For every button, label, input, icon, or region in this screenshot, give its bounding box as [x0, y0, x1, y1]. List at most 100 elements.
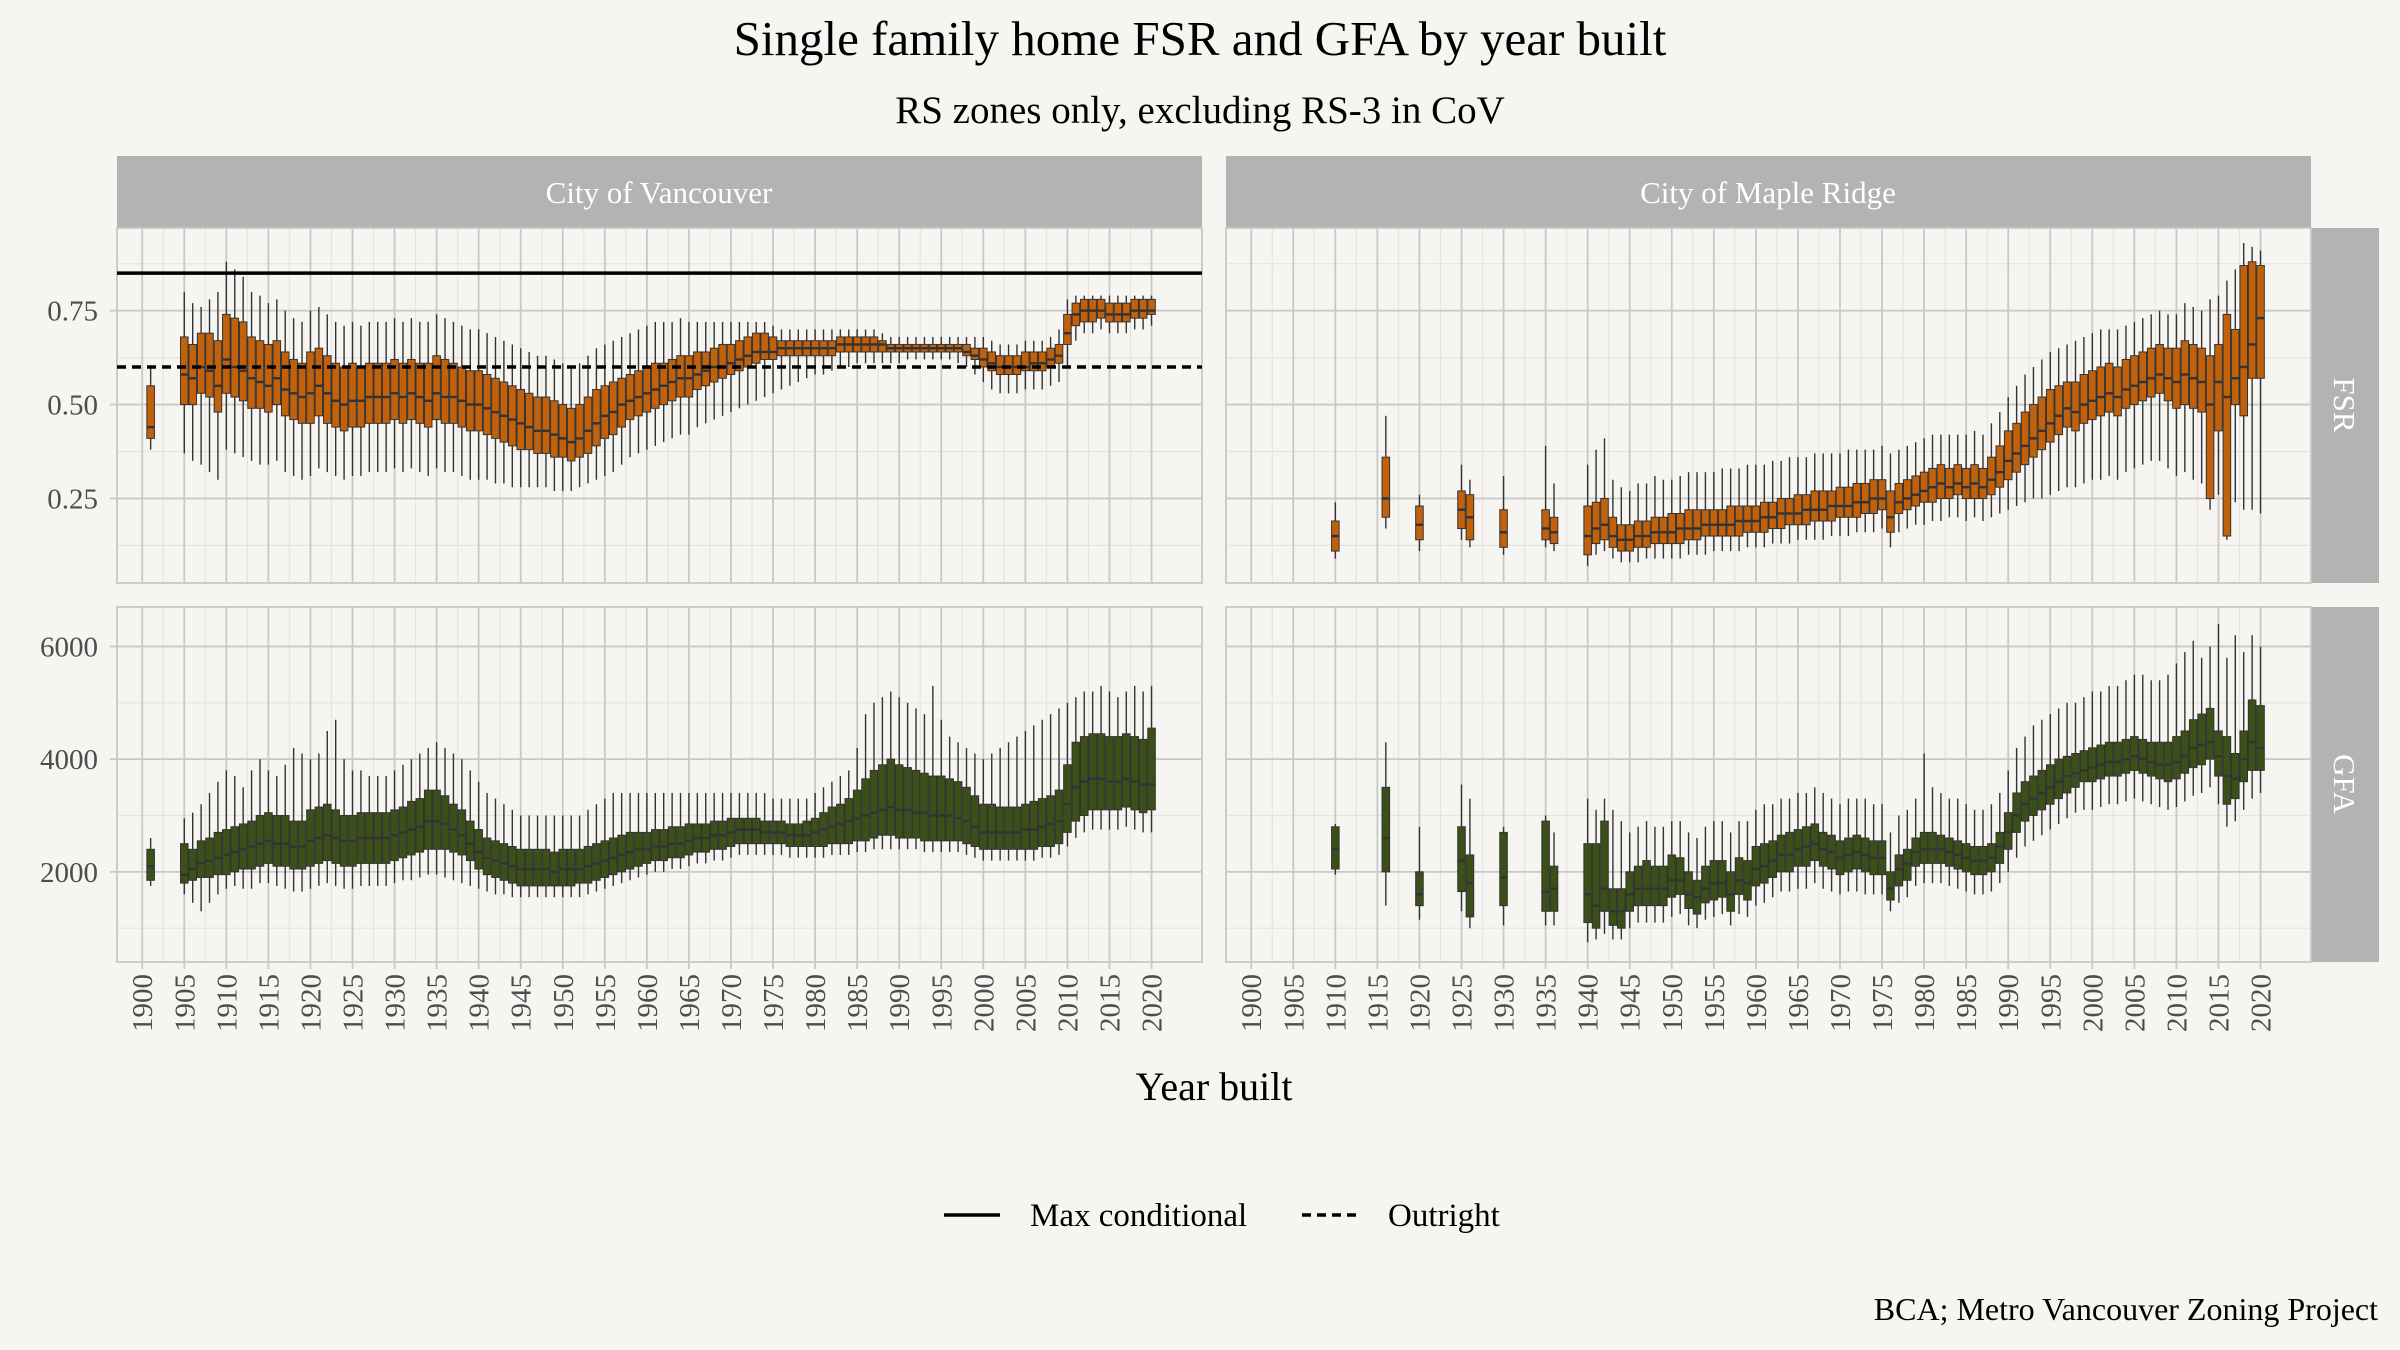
box — [1617, 524, 1626, 552]
box — [188, 848, 197, 881]
legend: Max conditional Outright — [944, 1198, 1500, 1234]
box — [2121, 358, 2131, 409]
x-tick-label: 1950 — [1657, 974, 1689, 1032]
box — [1063, 313, 1072, 345]
box — [987, 803, 997, 850]
box — [2256, 705, 2265, 771]
box — [735, 817, 744, 845]
box — [1768, 501, 1777, 530]
box — [1625, 524, 1635, 552]
box — [592, 389, 601, 447]
box — [1717, 860, 1727, 898]
box — [1987, 456, 1996, 496]
box — [264, 812, 273, 864]
y-tick-label: 2000 — [40, 857, 98, 889]
box — [289, 820, 298, 870]
box — [735, 340, 744, 372]
box — [516, 848, 526, 887]
box — [205, 837, 214, 878]
box — [2012, 792, 2021, 833]
x-tick-label: 2020 — [2246, 974, 2278, 1032]
panel-border — [116, 606, 1203, 963]
box — [676, 355, 685, 398]
box — [1465, 854, 1475, 918]
box — [1919, 831, 1929, 864]
box — [1138, 298, 1148, 319]
x-tick-label: 1955 — [590, 974, 622, 1032]
box — [272, 340, 282, 406]
box — [1012, 806, 1022, 850]
box — [365, 362, 374, 424]
box — [1886, 490, 1895, 533]
x-tick-label: 1970 — [1825, 974, 1857, 1032]
box — [911, 769, 921, 839]
box — [196, 840, 206, 878]
box — [1667, 854, 1677, 898]
box — [1583, 843, 1592, 924]
x-tick-label: 1910 — [1320, 974, 1352, 1032]
box — [861, 778, 870, 842]
box — [1768, 840, 1777, 878]
box — [1122, 302, 1131, 323]
box — [2138, 351, 2148, 402]
box — [1004, 806, 1013, 850]
box — [979, 347, 988, 368]
box — [482, 837, 492, 876]
box — [852, 789, 862, 842]
box — [516, 389, 526, 451]
box — [995, 355, 1005, 376]
box — [1130, 736, 1139, 811]
box — [1600, 497, 1609, 541]
box — [314, 347, 324, 417]
box — [2188, 343, 2198, 409]
box — [331, 809, 340, 864]
box — [2222, 736, 2232, 805]
box — [339, 366, 349, 432]
box — [1776, 834, 1786, 873]
x-tick-label: 2015 — [2203, 974, 2235, 1032]
caption: BCA; Metro Vancouver Zoning Project — [1874, 1291, 2378, 1327]
box — [1751, 505, 1761, 533]
box — [2205, 355, 2215, 499]
box — [2155, 741, 2164, 780]
box — [768, 336, 778, 360]
box — [2214, 343, 2223, 432]
box — [1743, 860, 1752, 901]
strip-label-gfa: GFA — [2327, 754, 2362, 814]
x-tick-label: 2010 — [1052, 974, 1084, 1032]
box — [651, 362, 660, 409]
box — [1995, 831, 2005, 864]
box — [802, 820, 811, 847]
strip-bg-maple-ridge — [1226, 156, 2311, 228]
box — [608, 381, 618, 436]
box — [1147, 298, 1156, 315]
box — [1004, 355, 1013, 376]
box — [2197, 347, 2206, 413]
box — [2163, 741, 2173, 783]
box — [1457, 826, 1466, 893]
box — [2104, 741, 2114, 777]
box — [1667, 513, 1677, 545]
x-tick-label: 1945 — [506, 974, 538, 1032]
box — [499, 381, 509, 443]
box — [1970, 464, 1979, 499]
box — [474, 370, 483, 432]
box — [1936, 464, 1946, 499]
box — [390, 358, 399, 421]
box — [2062, 755, 2072, 794]
box — [1650, 865, 1660, 907]
box — [1037, 351, 1047, 372]
box — [1633, 865, 1643, 907]
box — [1701, 509, 1710, 537]
box — [297, 820, 307, 870]
box — [1785, 831, 1794, 873]
x-tick-label: 1900 — [127, 974, 159, 1032]
x-tick-label: 1935 — [422, 974, 454, 1032]
box — [247, 336, 256, 409]
box — [642, 831, 652, 864]
panel-vancouver-gfa — [116, 606, 1203, 963]
strip-bg-vancouver — [117, 156, 1202, 228]
box — [415, 362, 425, 424]
box — [878, 340, 887, 353]
